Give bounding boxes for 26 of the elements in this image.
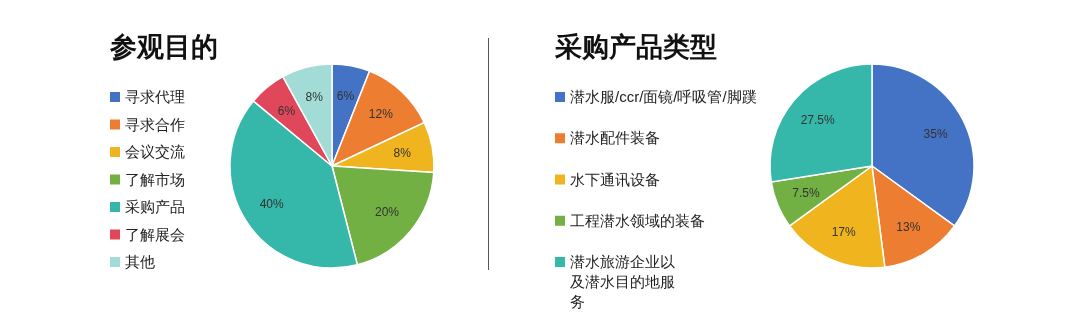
data-label: 7.5% [792,186,821,201]
legend-label: 了解市场 [125,170,185,188]
legend-label: 潜水配件装备 [570,129,660,147]
data-label: 20% [375,204,400,219]
data-label: 17% [831,224,856,239]
legend-label: 其他 [125,253,155,270]
data-label: 40% [259,197,285,212]
data-label: 8% [305,89,324,104]
data-label: 12% [368,106,394,121]
data-label: 27.5% [800,112,836,127]
legend-label: 会议交流 [125,143,185,160]
data-label: 6% [336,88,355,103]
legend-label: 潜水旅游企业以及潜水目的地服务 [570,253,675,310]
data-label: 35% [923,126,948,141]
legend-label: 工程潜水领域的装备 [570,211,705,229]
data-label: 13% [896,220,921,235]
legend-label: 采购产品 [125,198,185,215]
chart-title: 采购产品类型 [554,32,717,62]
legend-label: 寻求合作 [125,115,185,133]
legend-label: 潜水服/ccr/面镜/呼吸管/脚蹼 [570,88,757,105]
legend-label: 水下通讯设备 [570,170,660,188]
legend-label: 了解展会 [125,225,185,243]
legend-label: 寻求代理 [125,88,185,105]
chart-title: 参观目的 [109,32,218,62]
data-label: 6% [277,103,296,118]
data-label: 8% [393,145,412,160]
